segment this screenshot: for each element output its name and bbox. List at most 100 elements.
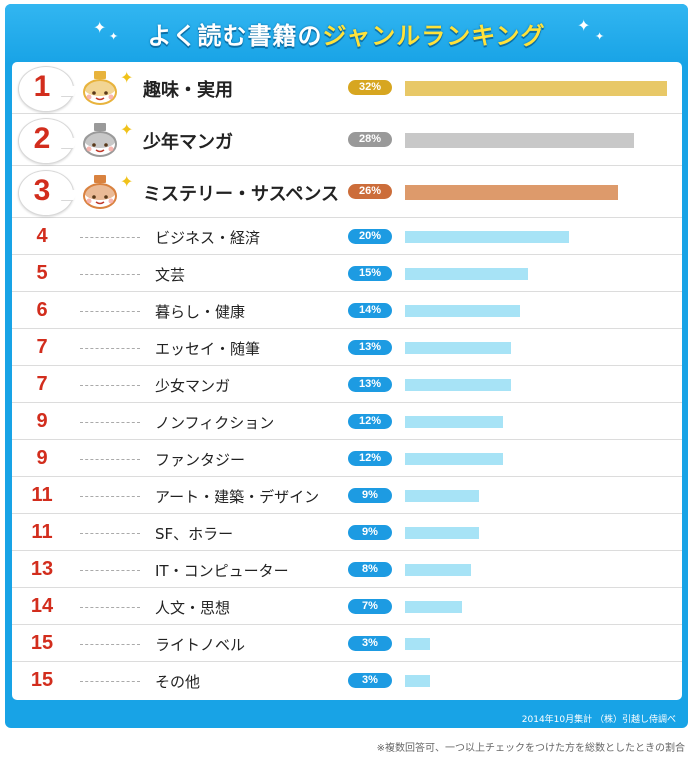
ranking-row: ✦ 3 ミステリー・サスペンス 26%: [12, 166, 682, 218]
dotted-leader: [80, 680, 140, 682]
category-label: 文芸: [155, 265, 186, 284]
ranking-panel: [12, 62, 682, 700]
dotted-leader: [80, 421, 140, 423]
category-label: ビジネス・経済: [155, 228, 261, 247]
ranking-row: 15 ライトノベル 3%: [12, 625, 682, 662]
rank-number: 2: [33, 122, 51, 155]
sparkle-icon: ✦: [120, 172, 134, 191]
percent-label: 9%: [348, 487, 392, 503]
dotted-leader: [80, 458, 140, 460]
value-bar: [405, 230, 569, 243]
rank-number: 14: [30, 594, 54, 617]
sparkle-icon: ✦: [93, 18, 107, 37]
ranking-row: 7 エッセイ・随筆 13%: [12, 329, 682, 366]
value-bar: [405, 563, 471, 576]
ranking-row: 9 ノンフィクション 12%: [12, 403, 682, 440]
rank-number: 7: [36, 335, 48, 358]
ranking-row: 11 アート・建築・デザイン 9%: [12, 477, 682, 514]
category-label: 暮らし・健康: [155, 302, 246, 321]
header-band: [5, 4, 688, 64]
value-bar: [405, 637, 430, 650]
rank-number: 5: [36, 261, 48, 284]
rank-number: 6: [36, 298, 48, 321]
value-bar: [405, 80, 667, 96]
dotted-leader: [80, 495, 140, 497]
rank-number: 15: [30, 631, 54, 654]
value-bar: [405, 267, 528, 280]
ranking-row: 4 ビジネス・経済 20%: [12, 218, 682, 255]
gold-medal-face-icon: [83, 71, 117, 105]
dotted-leader: [80, 569, 140, 571]
category-label: 人文・思想: [155, 598, 231, 617]
percent-label: 3%: [348, 635, 392, 651]
percent-label: 14%: [348, 302, 392, 318]
value-bar: [405, 341, 511, 354]
ranking-row: 13 IT・コンピューター 8%: [12, 551, 682, 588]
sparkle-icon: ✦: [120, 68, 134, 87]
source-note: 2014年10月集計 （株）引越し侍調べ: [521, 715, 676, 725]
ranking-row: 7 少女マンガ 13%: [12, 366, 682, 403]
value-bar: [405, 415, 503, 428]
category-label: 趣味・実用: [143, 80, 233, 101]
ranking-row: 15 その他 3%: [12, 662, 682, 699]
ranking-row: 9 ファンタジー 12%: [12, 440, 682, 477]
percent-label: 26%: [348, 184, 392, 199]
dotted-leader: [80, 384, 140, 386]
footnote: ※複数回答可、一つ以上チェックをつけた方を総数としたときの割合: [376, 743, 685, 754]
rank-number: 11: [31, 520, 53, 543]
percent-label: 28%: [348, 132, 392, 147]
rank-number: 1: [33, 70, 51, 103]
rank-number: 11: [31, 483, 53, 506]
dotted-leader: [80, 347, 140, 349]
percent-label: 3%: [348, 672, 392, 688]
value-bar: [405, 526, 479, 539]
value-bar: [405, 674, 430, 687]
dotted-leader: [80, 606, 140, 608]
percent-label: 15%: [348, 265, 392, 281]
category-label: ノンフィクション: [155, 413, 275, 432]
value-bar: [405, 132, 634, 148]
category-label: ミステリー・サスペンス: [143, 184, 340, 205]
rank-number: 7: [36, 372, 48, 395]
sparkle-icon: ✦: [109, 30, 119, 43]
dotted-leader: [80, 236, 140, 238]
percent-label: 32%: [348, 80, 392, 95]
category-label: IT・コンピューター: [155, 561, 289, 580]
category-label: ファンタジー: [155, 450, 246, 469]
sparkle-icon: ✦: [120, 120, 134, 139]
ranking-row: 5 文芸 15%: [12, 255, 682, 292]
rank-number: 4: [36, 224, 48, 247]
category-label: その他: [155, 672, 201, 691]
value-bar: [405, 489, 479, 502]
dotted-leader: [80, 310, 140, 312]
category-label: 少女マンガ: [155, 376, 231, 395]
sparkle-icon: ✦: [595, 30, 605, 43]
category-label: エッセイ・随筆: [155, 339, 261, 358]
percent-label: 13%: [348, 376, 392, 392]
value-bar: [405, 600, 462, 613]
value-bar: [405, 452, 503, 465]
ranking-row: 14 人文・思想 7%: [12, 588, 682, 625]
chart-title: よく読む書籍のジャンルランキング: [147, 22, 546, 50]
silver-medal-face-icon: [83, 123, 117, 157]
percent-label: 12%: [348, 413, 392, 429]
category-label: ライトノベル: [155, 635, 246, 654]
rank-number: 9: [36, 446, 48, 469]
percent-label: 9%: [348, 524, 392, 540]
dotted-leader: [80, 643, 140, 645]
ranking-row: 6 暮らし・健康 14%: [12, 292, 682, 329]
value-bar: [405, 378, 511, 391]
rank-number: 13: [30, 557, 54, 580]
ranking-row: ✦ 1 趣味・実用 32%: [12, 62, 682, 114]
value-bar: [405, 184, 618, 200]
percent-label: 20%: [348, 228, 392, 244]
sparkle-icon: ✦: [577, 16, 591, 35]
percent-label: 13%: [348, 339, 392, 355]
rank-number: 3: [33, 174, 51, 207]
category-label: SF、ホラー: [155, 524, 234, 543]
dotted-leader: [80, 273, 140, 275]
ranking-row: 11 SF、ホラー 9%: [12, 514, 682, 551]
ranking-row: ✦ 2 少年マンガ 28%: [12, 114, 682, 166]
percent-label: 12%: [348, 450, 392, 466]
percent-label: 8%: [348, 561, 392, 577]
